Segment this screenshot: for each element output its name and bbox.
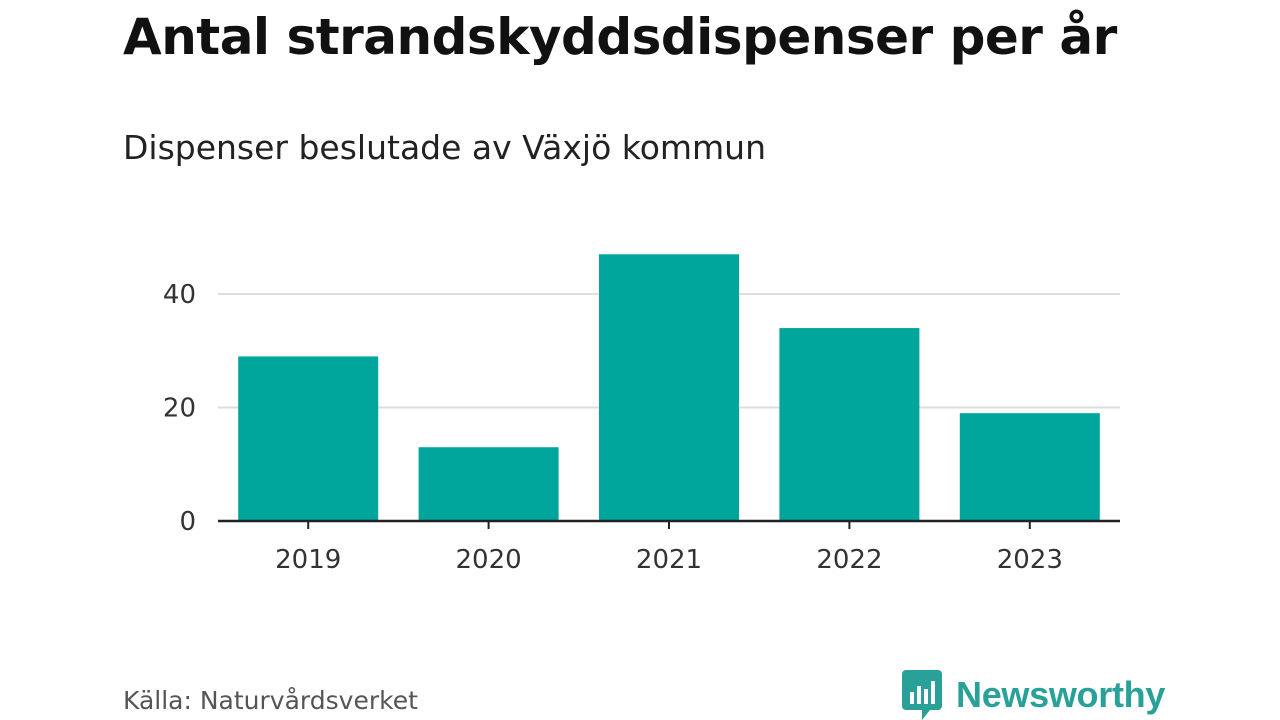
x-tick-label-2020: 2020 xyxy=(456,545,522,575)
chart-title: Antal strandskyddsdispenser per år xyxy=(123,8,1117,66)
y-tick-label-20: 20 xyxy=(163,394,196,424)
bar-2021 xyxy=(599,254,739,521)
x-tick-label-2019: 2019 xyxy=(275,545,341,575)
x-tick-label-2023: 2023 xyxy=(997,545,1063,575)
brand-name: Newsworthy xyxy=(956,674,1166,715)
bar-2023 xyxy=(959,413,1100,521)
y-tick-label-40: 40 xyxy=(163,280,196,310)
newsworthy-logo-icon xyxy=(902,670,942,720)
bar-2022 xyxy=(779,328,920,521)
source-note: Källa: Naturvårdsverket xyxy=(123,686,418,715)
bar-2019 xyxy=(238,356,379,521)
chart-subtitle: Dispenser beslutade av Växjö kommun xyxy=(123,128,767,167)
bar-2020 xyxy=(418,447,559,521)
x-tick-label-2021: 2021 xyxy=(636,545,702,575)
x-tick-label-2022: 2022 xyxy=(816,545,882,575)
brand-logo: Newsworthy xyxy=(902,670,1165,720)
y-tick-label-0: 0 xyxy=(179,507,196,537)
